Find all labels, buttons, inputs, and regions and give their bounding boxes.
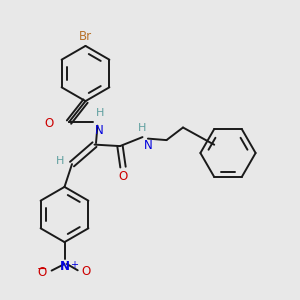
Text: O: O <box>37 266 46 279</box>
Text: Br: Br <box>79 31 92 44</box>
Text: −: − <box>37 262 47 276</box>
Text: O: O <box>81 265 90 278</box>
Text: H: H <box>56 156 64 166</box>
Text: N: N <box>59 260 70 273</box>
Text: H: H <box>138 124 147 134</box>
Text: H: H <box>96 108 105 118</box>
Text: N: N <box>144 139 153 152</box>
Text: N: N <box>94 124 103 136</box>
Text: O: O <box>118 169 127 182</box>
Text: +: + <box>70 260 78 269</box>
Text: O: O <box>45 117 54 130</box>
